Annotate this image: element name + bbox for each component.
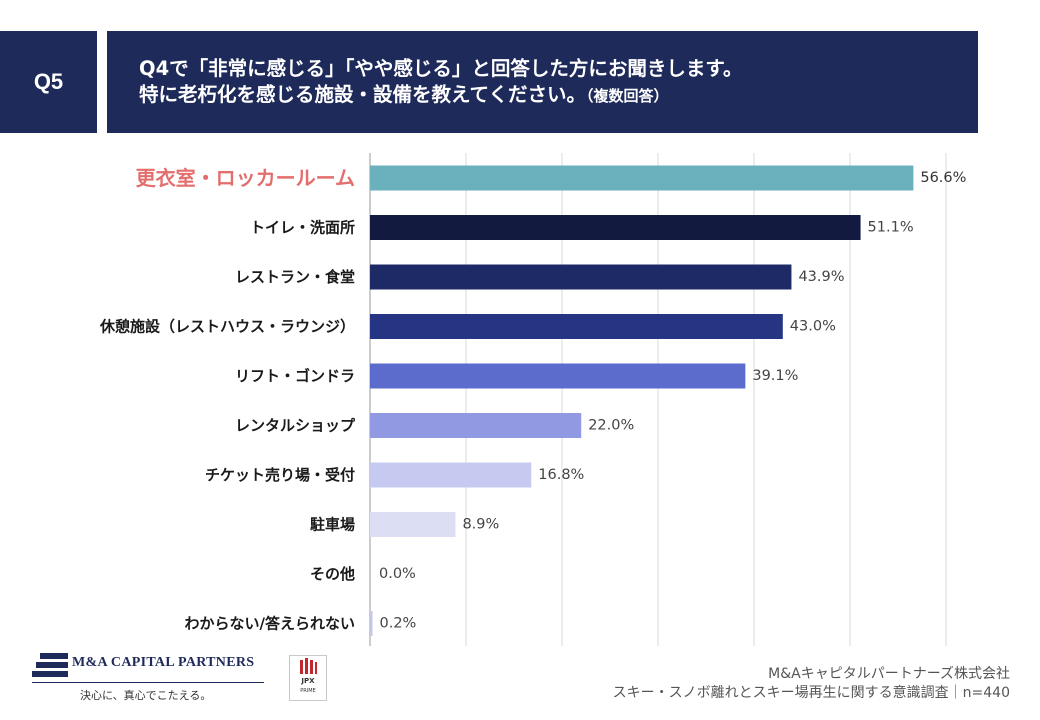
bar — [370, 165, 914, 191]
value-label: 8.9% — [462, 517, 499, 533]
value-label: 56.6% — [920, 170, 966, 186]
logo-mark-icon — [32, 653, 68, 677]
value-label: 43.9% — [798, 269, 844, 285]
value-label: 39.1% — [752, 368, 798, 384]
category-label: 休憩施設（レストハウス・ラウンジ） — [99, 318, 355, 336]
logo-text: M&A CAPITAL PARTNERS — [72, 655, 255, 670]
bar — [370, 264, 792, 290]
category-label: わからない/答えられない — [185, 615, 355, 633]
category-label: その他 — [310, 565, 355, 583]
question-line-2: 特に老朽化を感じる施設・設備を教えてください。（複数回答） — [139, 82, 978, 109]
value-label: 22.0% — [588, 418, 634, 434]
jpx-mark-icon — [300, 658, 317, 674]
category-label: レストラン・食堂 — [235, 268, 355, 286]
jpx-subtext: PRIME — [300, 688, 316, 694]
category-label: 駐車場 — [310, 516, 355, 534]
question-number: Q5 — [0, 31, 97, 133]
bar — [370, 611, 373, 636]
value-label: 51.1% — [868, 220, 914, 236]
value-label: 43.0% — [790, 319, 836, 335]
bar-chart: 更衣室・ロッカールーム 56.6% トイレ・洗面所 51.1% レストラン・食堂 43.9… — [99, 153, 966, 646]
question-note: （複数回答） — [585, 87, 669, 105]
category-label: 更衣室・ロッカールーム — [136, 166, 355, 190]
bar — [370, 512, 456, 537]
bar — [370, 462, 532, 488]
value-label: 0.2% — [380, 616, 417, 632]
bar — [370, 215, 861, 240]
bar — [370, 314, 783, 339]
category-label: トイレ・洗面所 — [250, 219, 355, 237]
source-company: M&Aキャピタルパートナーズ株式会社 — [768, 666, 1010, 682]
category-label: チケット売り場・受付 — [205, 466, 355, 484]
bar — [370, 363, 746, 389]
company-logo: M&A CAPITAL PARTNERS 決心に、真心でこたえる。 — [32, 651, 267, 707]
jpx-text: JPX — [301, 677, 315, 685]
logo-tagline: 決心に、真心でこたえる。 — [80, 689, 212, 702]
category-label: リフト・ゴンドラ — [235, 367, 355, 385]
question-line-1: Q4で「非常に感じる」「やや感じる」と回答した方にお聞きします。 — [139, 57, 743, 80]
jpx-prime-badge: JPX PRIME — [289, 655, 327, 701]
bar — [370, 413, 582, 438]
value-label: 0.0% — [379, 566, 416, 582]
value-label: 16.8% — [538, 467, 584, 483]
source-survey: スキー・スノボ離れとスキー場再生に関する意識調査｜n=440 — [612, 685, 1010, 701]
logo-rule — [32, 682, 264, 683]
question-box: Q4で「非常に感じる」「やや感じる」と回答した方にお聞きします。 特に老朽化を感… — [107, 31, 978, 133]
question-text-2: 特に老朽化を感じる施設・設備を教えてください。 — [139, 83, 586, 106]
category-label: レンタルショップ — [235, 417, 356, 435]
source-note: M&Aキャピタルパートナーズ株式会社 スキー・スノボ離れとスキー場再生に関する意… — [613, 665, 1010, 703]
